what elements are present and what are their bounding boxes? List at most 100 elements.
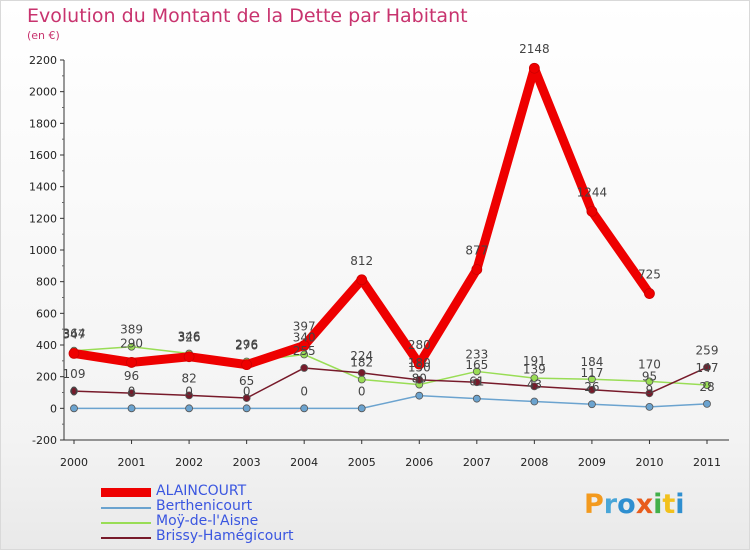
data-label: 9 [646,383,654,397]
y-tick-label: 1400 [29,181,57,194]
data-label: 340 [293,331,316,345]
chart-title: Evolution du Montant de la Dette par Hab… [27,5,468,27]
data-label: 389 [120,323,143,337]
logo-letter: P [584,489,604,520]
legend-item-brissy-hamegicourt: Brissy-Hamégicourt [101,528,351,545]
data-point [241,359,253,371]
data-label: 182 [350,356,373,370]
legend-item-alaincourt: ALAINCOURT [101,483,351,500]
data-point [298,340,310,351]
data-label: 26 [584,380,599,394]
data-point [413,358,425,370]
data-label: 347 [63,327,86,341]
data-label: 290 [120,336,143,350]
data-label: 184 [580,355,603,369]
data-point [70,387,78,395]
data-point [127,389,136,398]
data-label: 255 [293,344,316,358]
x-tick-label: 2001 [118,456,146,469]
data-point [703,381,711,389]
x-tick-label: 2006 [405,456,433,469]
data-point [126,357,137,368]
data-point [588,400,596,409]
data-point [415,375,424,384]
y-tick-label: 1200 [29,212,57,225]
data-label: 296 [235,337,258,351]
axes: -200020040060080010001200140016001800200… [29,54,729,469]
data-label: 150 [408,361,431,375]
data-label: 224 [350,349,373,363]
data-point [70,404,78,413]
data-point [586,205,598,217]
y-tick-label: 0 [50,402,57,415]
data-label: 180 [408,356,431,370]
data-point [530,374,539,382]
legend: ALAINCOURT Berthenicourt Moÿ-de-l'Aisne … [101,483,351,545]
series-layer [68,62,711,413]
data-label: 0 [358,384,366,398]
data-label: 397 [293,319,316,333]
series-line [73,366,708,399]
x-tick-label: 2009 [578,456,606,469]
legend-label: ALAINCOURT [156,483,247,499]
y-tick-label: 2000 [29,86,57,99]
data-label: 109 [63,367,86,381]
data-label: 170 [638,357,661,371]
legend-item-berthenicourt: Berthenicourt [101,498,351,515]
y-tick-label: 200 [36,371,57,384]
x-tick-label: 2008 [520,456,548,469]
data-point [530,382,539,391]
x-tick-label: 2011 [693,456,721,469]
data-point [703,363,711,372]
y-tick-label: 1000 [29,244,57,257]
data-label: 0 [300,384,308,398]
logo-letter: i [653,489,663,520]
data-point [127,404,136,413]
data-label: 65 [239,374,254,388]
data-point [528,62,540,74]
legend-item-moy-de-l-aisne: Moÿ-de-l'Aisne [101,513,351,530]
data-label: 0 [185,384,193,398]
x-tick-label: 2002 [175,456,203,469]
data-point [300,364,309,372]
data-label: 0 [70,384,78,398]
data-label: 725 [638,268,661,282]
x-tick-label: 2010 [635,456,663,469]
data-label: 28 [699,380,714,394]
data-label: 96 [124,369,139,383]
data-label: 147 [696,361,719,375]
data-label: 61 [469,375,484,389]
data-label: 0 [243,384,251,398]
x-tick-label: 2000 [60,456,88,469]
data-point [357,368,366,377]
y-tick-label: 600 [36,307,57,320]
logo-letter: t [662,489,676,520]
data-point [185,404,193,413]
y-tick-label: 1600 [29,149,57,162]
data-label: 191 [523,354,546,368]
y-tick-label: 2200 [29,54,57,67]
logo-letter: o [617,489,636,520]
data-label: 259 [696,343,719,357]
proxiti-logo: Proxiti [584,489,685,520]
data-label: 233 [465,347,488,361]
series-line [69,63,654,370]
data-label: 165 [465,358,488,372]
legend-swatch [101,507,151,509]
legend-swatch [101,488,151,497]
logo-letter: r [603,489,618,520]
y-tick-label: -200 [32,434,57,447]
x-tick-label: 2003 [233,456,261,469]
data-label: 117 [580,366,603,380]
data-point [183,351,195,363]
data-label: 364 [63,327,86,341]
y-tick-label: 400 [36,339,57,352]
data-point [588,385,596,394]
data-point [356,274,368,286]
data-point [300,404,309,413]
logo-letter: x [635,489,654,520]
legend-label: Brissy-Hamégicourt [156,528,294,544]
data-label: 95 [642,369,657,383]
